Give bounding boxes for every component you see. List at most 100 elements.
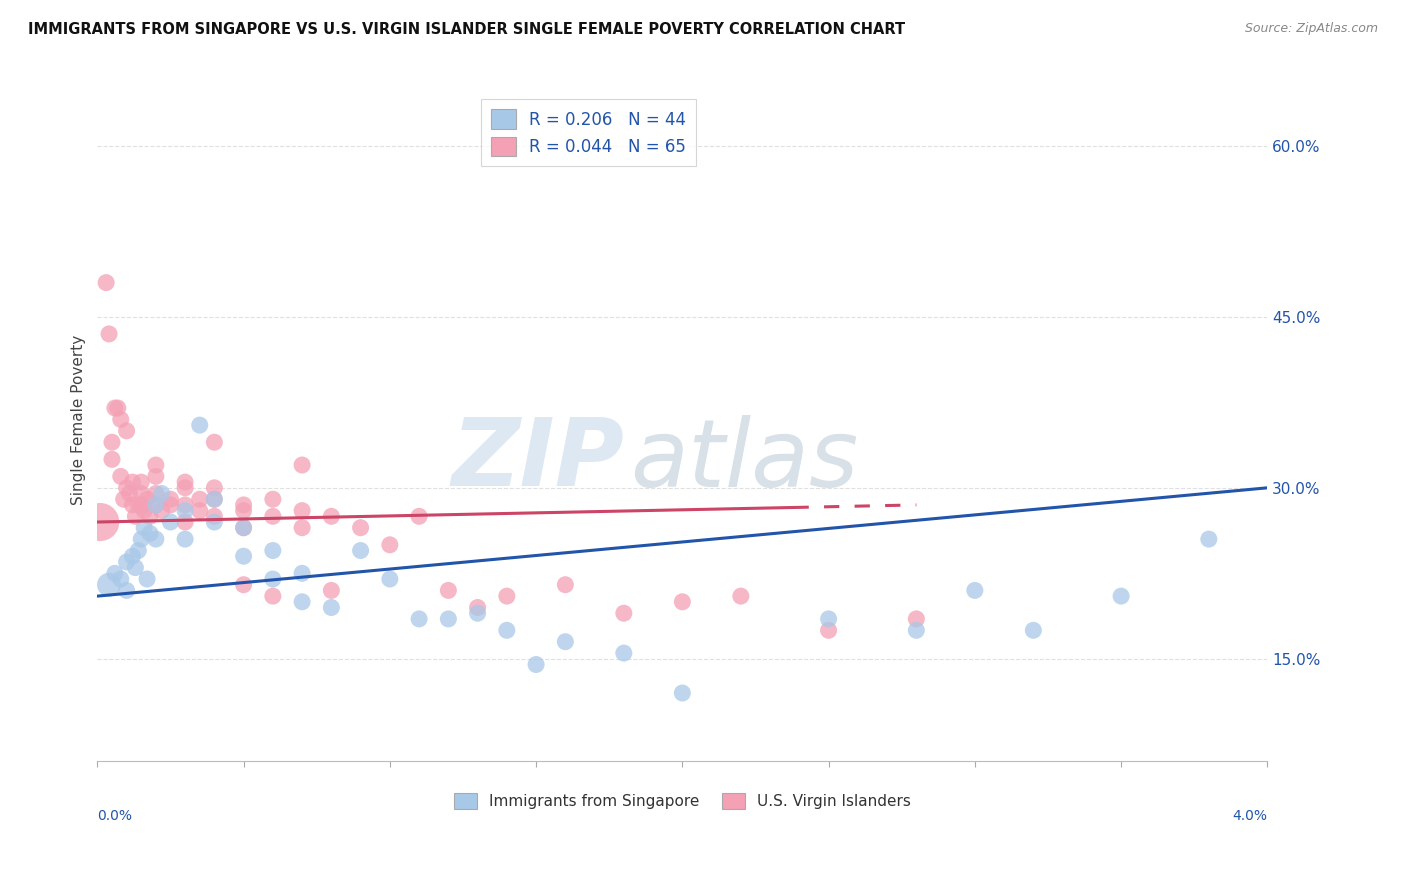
Point [408, 509, 430, 524]
Point [127, 498, 149, 512]
Point [291, 566, 314, 581]
Text: IMMIGRANTS FROM SINGAPORE VS U.S. VIRGIN ISLANDER SINGLE FEMALE POVERTY CORRELAT: IMMIGRANTS FROM SINGAPORE VS U.S. VIRGIN… [28, 22, 905, 37]
Point [202, 435, 225, 450]
Point [554, 578, 576, 592]
Text: 4.0%: 4.0% [1232, 809, 1267, 823]
Point [349, 521, 371, 535]
Point [321, 583, 343, 598]
Point [378, 572, 401, 586]
Point [1022, 624, 1045, 638]
Point [202, 492, 225, 507]
Point [202, 509, 225, 524]
Y-axis label: Single Female Poverty: Single Female Poverty [72, 334, 86, 505]
Legend: Immigrants from Singapore, U.S. Virgin Islanders: Immigrants from Singapore, U.S. Virgin I… [447, 787, 917, 815]
Point [613, 606, 636, 620]
Point [121, 498, 143, 512]
Point [202, 481, 225, 495]
Point [730, 589, 752, 603]
Point [134, 498, 156, 512]
Point [101, 452, 124, 467]
Point [107, 401, 129, 415]
Point [321, 600, 343, 615]
Point [232, 503, 254, 517]
Point [136, 572, 159, 586]
Point [129, 475, 152, 489]
Point [188, 492, 211, 507]
Point [321, 509, 343, 524]
Point [232, 498, 254, 512]
Point [232, 521, 254, 535]
Text: ZIP: ZIP [451, 415, 624, 507]
Point [963, 583, 986, 598]
Point [291, 458, 314, 472]
Point [524, 657, 547, 672]
Point [129, 498, 152, 512]
Point [124, 560, 146, 574]
Point [262, 492, 284, 507]
Point [554, 634, 576, 648]
Point [127, 543, 149, 558]
Point [145, 486, 167, 500]
Point [134, 521, 156, 535]
Point [145, 498, 167, 512]
Point [232, 549, 254, 564]
Point [159, 498, 181, 512]
Point [121, 549, 143, 564]
Point [467, 600, 489, 615]
Point [437, 583, 460, 598]
Point [378, 538, 401, 552]
Point [115, 481, 138, 495]
Point [262, 572, 284, 586]
Point [150, 486, 173, 500]
Point [174, 475, 197, 489]
Point [129, 532, 152, 546]
Point [129, 486, 152, 500]
Point [98, 578, 121, 592]
Point [1109, 589, 1132, 603]
Point [349, 543, 371, 558]
Point [104, 401, 127, 415]
Text: atlas: atlas [630, 415, 858, 506]
Point [174, 481, 197, 495]
Point [121, 475, 143, 489]
Point [159, 515, 181, 529]
Point [159, 492, 181, 507]
Point [110, 412, 132, 426]
Point [1198, 532, 1220, 546]
Point [104, 566, 127, 581]
Point [101, 435, 124, 450]
Point [613, 646, 636, 660]
Point [145, 458, 167, 472]
Point [202, 492, 225, 507]
Point [291, 521, 314, 535]
Point [110, 469, 132, 483]
Point [174, 532, 197, 546]
Point [495, 624, 517, 638]
Point [817, 612, 839, 626]
Point [136, 492, 159, 507]
Point [150, 503, 173, 517]
Point [112, 492, 135, 507]
Point [139, 509, 162, 524]
Point [174, 498, 197, 512]
Point [115, 583, 138, 598]
Point [817, 624, 839, 638]
Point [671, 595, 693, 609]
Point [232, 578, 254, 592]
Point [905, 624, 928, 638]
Text: 0.0%: 0.0% [97, 809, 132, 823]
Point [905, 612, 928, 626]
Point [232, 521, 254, 535]
Point [98, 326, 121, 341]
Point [110, 572, 132, 586]
Point [94, 276, 117, 290]
Point [291, 503, 314, 517]
Point [174, 515, 197, 529]
Point [188, 503, 211, 517]
Point [671, 686, 693, 700]
Point [145, 469, 167, 483]
Point [188, 418, 211, 433]
Point [437, 612, 460, 626]
Point [262, 543, 284, 558]
Point [118, 486, 141, 500]
